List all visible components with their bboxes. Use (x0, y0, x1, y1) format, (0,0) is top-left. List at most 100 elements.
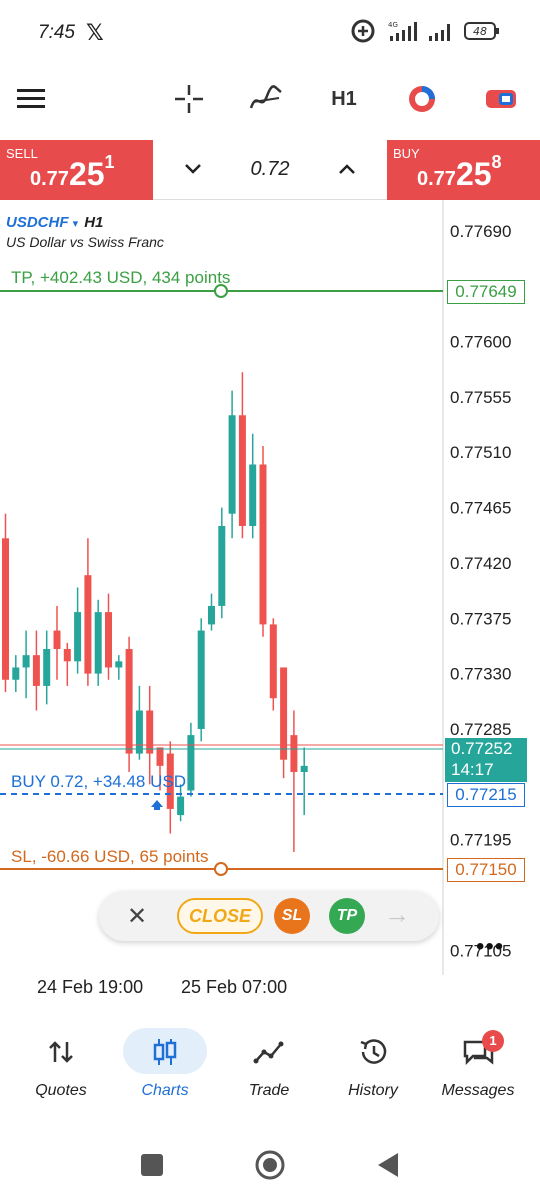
nav-messages[interactable]: 1 Messages (424, 1020, 532, 1115)
candle-body (53, 630, 61, 650)
tp-button[interactable]: TP (329, 898, 365, 934)
price-axis-label: 0.77195 (450, 831, 511, 850)
buy-button[interactable]: BUY 0.77258 (387, 140, 540, 200)
sl-handle[interactable] (214, 862, 228, 876)
price-axis-label: 0.77105 (450, 941, 511, 960)
sl-button[interactable]: SL (274, 898, 310, 934)
price-axis-label: 0.77510 (450, 443, 511, 462)
hamburger-menu-icon[interactable] (14, 80, 48, 118)
sell-button[interactable]: SELL 0.77251 (0, 140, 153, 200)
lot-value[interactable]: 0.72 (250, 158, 290, 180)
battery-icon: 48 (464, 22, 499, 40)
x-logo-icon: 𝕏 (86, 20, 104, 45)
status-time: 7:45 (38, 22, 75, 43)
tp-label: TP, +402.43 USD, 434 points (11, 268, 231, 287)
chevron-down-icon[interactable] (183, 157, 203, 186)
clock-pie-icon[interactable] (405, 80, 439, 118)
sell-label: SELL (6, 146, 38, 161)
candle-body (2, 538, 9, 680)
nav-label: Quotes (35, 1082, 87, 1099)
lot-selector: 0.72 (153, 140, 387, 200)
chart-canvas[interactable]: 0.77690 0.77600 0.77555 0.77510 0.77465 0.774… (0, 200, 540, 975)
candle-body (74, 612, 82, 662)
timeframe-button[interactable]: H1 (326, 80, 362, 118)
buy-price: 0.77258 (417, 152, 502, 192)
price-axis-label: 0.77600 (450, 332, 511, 351)
price-axis-label: 0.77420 (450, 554, 511, 573)
candle-body (228, 415, 236, 514)
back-icon[interactable] (378, 1153, 398, 1177)
close-position-button[interactable]: CLOSE (177, 898, 263, 934)
nav-label: Trade (248, 1082, 290, 1099)
crosshair-icon[interactable] (172, 80, 206, 118)
candle-body (125, 649, 133, 754)
nav-charts[interactable]: Charts (111, 1020, 219, 1115)
buy-position-label: BUY 0.72, +34.48 USD (11, 772, 186, 791)
status-bar: 7:45 𝕏 4G 48 (0, 0, 540, 66)
candle-body (259, 464, 267, 625)
data-saver-icon (351, 19, 375, 43)
price-axis-label: 0.77555 (450, 388, 511, 407)
price-axis-label: 0.77330 (450, 665, 511, 684)
sl-price-tag: 0.77150 (447, 858, 525, 882)
history-clock-icon (353, 1034, 393, 1070)
time-label: 24 Feb 19:00 (37, 977, 144, 997)
candle-body (187, 735, 195, 791)
time-label: 25 Feb 07:00 (181, 977, 288, 997)
buy-arrow-stem (154, 806, 160, 810)
tp-handle[interactable] (214, 284, 228, 298)
candle-body (84, 575, 92, 674)
symbol-label[interactable]: USDCHF ▾ H1 (6, 214, 104, 231)
candlestick-chart[interactable]: 0.77690 0.77600 0.77555 0.77510 0.77465 0.774… (0, 200, 540, 975)
candle-body (115, 661, 123, 668)
candle-body (32, 655, 40, 686)
chart-toolbar: H1 (0, 66, 540, 132)
candle-body (94, 612, 102, 674)
candle-body (208, 605, 215, 625)
arrow-right-icon[interactable]: → (384, 899, 410, 929)
buy-label: BUY (393, 146, 420, 161)
quotes-arrows-icon (41, 1034, 81, 1070)
messages-badge: 1 (482, 1030, 504, 1052)
candlestick-chart-icon (145, 1034, 185, 1070)
trade-line-icon (249, 1034, 289, 1070)
candle-body (238, 415, 246, 526)
more-options-icon[interactable]: ••• (476, 933, 505, 960)
nav-label: History (348, 1082, 398, 1099)
candle-body (269, 624, 277, 699)
indicators-icon[interactable] (248, 80, 284, 118)
svg-text:4G: 4G (388, 21, 398, 29)
sl-label: SL, -60.66 USD, 65 points (11, 847, 209, 866)
home-icon[interactable] (255, 1150, 285, 1180)
price-axis-label: 0.77465 (450, 499, 511, 518)
one-click-trade-bar: SELL 0.77251 0.72 BUY 0.77258 (0, 140, 540, 200)
candle-body (63, 649, 71, 662)
price-axis-label: 0.77375 (450, 609, 511, 628)
position-action-bar: ✕ CLOSE SL TP → (99, 891, 439, 941)
candle-body (177, 796, 185, 816)
dismiss-icon[interactable]: ✕ (127, 903, 148, 930)
candle-body (290, 735, 298, 773)
nav-label: Charts (141, 1082, 189, 1099)
candle-body (135, 710, 143, 754)
candle-body (300, 765, 308, 773)
one-click-trading-icon[interactable] (484, 80, 518, 118)
bottom-navigation: Quotes Charts Trade History 1 Messages (0, 1020, 540, 1115)
nav-trade[interactable]: Trade (215, 1020, 323, 1115)
price-axis-label: 0.77285 (450, 720, 511, 739)
sell-price: 0.77251 (30, 152, 115, 192)
buy-price-tag: 0.77215 (447, 783, 525, 807)
nav-history[interactable]: History (319, 1020, 427, 1115)
nav-quotes[interactable]: Quotes (7, 1020, 115, 1115)
nav-active-indicator (123, 1028, 207, 1074)
system-navigation (0, 1140, 540, 1190)
status-indicators: 4G 48 (350, 18, 500, 44)
home-icon-inner (263, 1158, 277, 1172)
price-axis-label: 0.77690 (450, 222, 511, 241)
candle-body (218, 525, 226, 606)
chevron-up-icon[interactable] (337, 157, 357, 186)
bid-price-tag: 0.77252 14:17 (445, 738, 527, 782)
recents-icon[interactable] (141, 1154, 163, 1176)
signal-4g-icon: 4G (388, 21, 417, 41)
candle-body (197, 630, 205, 729)
